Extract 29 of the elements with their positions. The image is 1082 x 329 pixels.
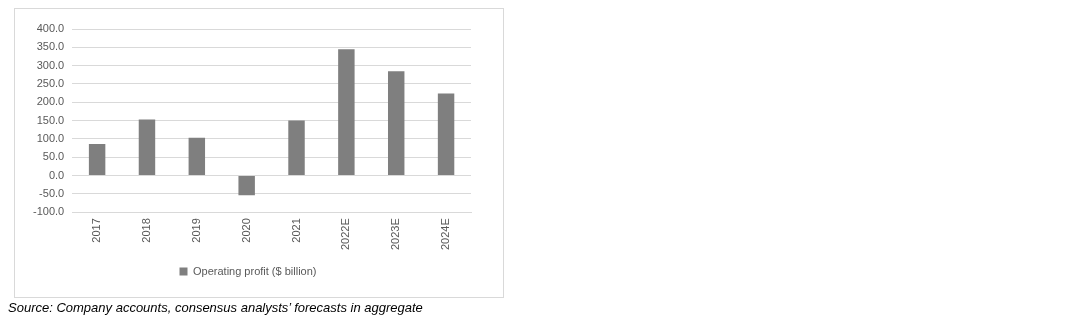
y-tick-label: 200.0 [36,95,65,108]
x-tick-label: 2021 [289,218,302,243]
y-tick-label: -50.0 [39,186,65,199]
x-tick-label: 2018 [140,218,152,243]
y-tick-label: 400.0 [36,22,65,35]
bar [338,49,355,176]
x-tick-label: 2022E [339,218,352,250]
y-tick-label: 50.0 [42,150,65,163]
bar [188,137,206,176]
bar [437,93,455,176]
bar [138,119,156,176]
bar [388,71,405,176]
bar [288,120,305,176]
y-tick-label: 300.0 [36,58,65,71]
y-tick-label: 100.0 [36,131,65,144]
x-tick-label: 2020 [239,218,252,243]
bar [238,176,255,196]
x-tick-label: 2024E [439,218,452,250]
x-tick-label: 2019 [189,218,202,243]
y-tick-label: 150.0 [36,113,65,126]
x-tick-label: 2017 [90,218,103,243]
y-tick-label: 250.0 [36,76,65,89]
legend-label: Operating profit ($ billion) [193,264,317,277]
x-tick-label: 2023E [389,218,402,250]
bar [88,144,106,176]
y-tick-label: 0.0 [48,168,65,181]
y-tick-label: -100.0 [32,205,65,218]
y-tick-label: 350.0 [36,40,65,53]
source-note: Source: Company accounts, consensus analysts’ forecasts in aggregate [8,300,424,315]
